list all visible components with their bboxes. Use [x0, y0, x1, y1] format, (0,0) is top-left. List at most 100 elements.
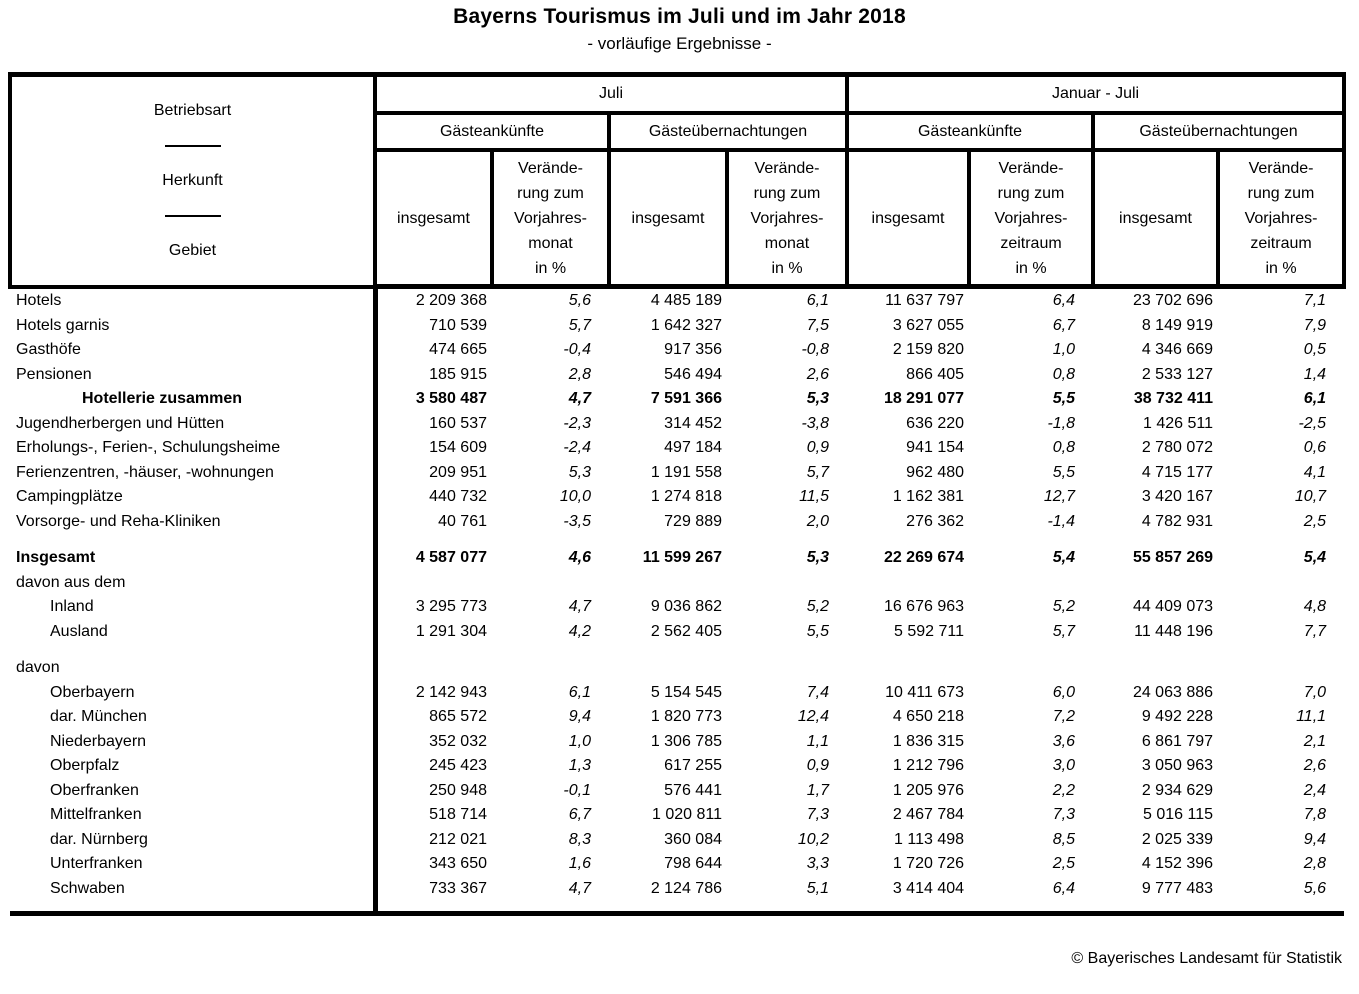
percent-change-cell: 2,5 — [1303, 512, 1327, 530]
value-cell: 1 212 796 — [892, 757, 965, 775]
value-cell: 23 702 696 — [1132, 292, 1214, 310]
row-label: Campingplätze — [10, 485, 378, 510]
header-period-jan-july: Januar - Juli — [845, 74, 1347, 115]
row-label: Mittelfranken — [10, 803, 378, 828]
percent-change-cell — [492, 571, 609, 596]
percent-change-cell: 4,7 — [568, 598, 591, 616]
row-label: Erholungs-, Ferien-, Schulungsheime — [10, 436, 378, 461]
value-cell: 2 209 368 — [415, 292, 487, 310]
percent-change-cell: 11,5 — [799, 488, 830, 506]
value-cell: 38 732 411 — [1133, 390, 1214, 408]
table-row: Pensionen 185 915 2,8 546 494 2,6 866 405 0,8 2… — [10, 362, 1344, 387]
percent-change-cell: 5,3 — [806, 390, 830, 408]
header-change-month: Verände- rung zum Vorjahres- monat in % — [490, 150, 611, 289]
table-row: Niederbayern 352 032 1,0 1 306 785 1,1 1 836 … — [10, 729, 1344, 754]
percent-change-cell: 4,1 — [1303, 463, 1327, 481]
spacer-cell — [375, 534, 1344, 546]
table-row: Hotellerie zusammen 3 580 487 4,7 7 591 366… — [10, 387, 1344, 412]
value-cell: 24 063 886 — [1132, 683, 1214, 701]
table-row: Oberpfalz 245 423 1,3 617 255 0,9 1 212 796 3,… — [10, 754, 1344, 779]
value-cell: 1 720 726 — [892, 855, 965, 873]
percent-change-cell: 7,7 — [1303, 622, 1327, 640]
percent-change-cell: 7,2 — [1052, 708, 1076, 726]
value-cell: 352 032 — [429, 732, 487, 750]
header-divider — [164, 214, 221, 217]
percent-change-cell: -2,4 — [563, 439, 591, 457]
row-label: dar. Nürnberg — [10, 827, 378, 852]
percent-change-cell: 5,7 — [806, 463, 830, 481]
value-cell: 2 142 943 — [415, 683, 487, 701]
percent-change-cell: 7,3 — [806, 806, 830, 824]
value-cell: 1 836 315 — [892, 732, 965, 750]
percent-change-cell — [1218, 571, 1344, 596]
percent-change-cell: 2,8 — [1303, 855, 1327, 873]
percent-change-cell: 5,1 — [806, 879, 830, 897]
value-cell: 518 714 — [429, 806, 487, 824]
table-row: Unterfranken 343 650 1,6 798 644 3,3 1 720 72… — [10, 852, 1344, 877]
value-cell: 2 780 072 — [1141, 439, 1214, 457]
percent-change-cell: 6,4 — [1052, 292, 1076, 310]
page-title: Bayerns Tourismus im Juli und im Jahr 20… — [453, 5, 906, 28]
percent-change-cell: 1,0 — [1052, 341, 1076, 359]
header-change-month: Verände- rung zum Vorjahres- monat in % — [724, 150, 850, 289]
percent-change-cell: 6,1 — [806, 292, 830, 310]
value-cell: 55 857 269 — [1132, 549, 1214, 567]
header-measure-row: Gästeankünfte Gästeübernachtungen Gästea… — [10, 113, 1347, 152]
table-row: Gasthöfe 474 665 -0,4 917 356 -0,8 2 159 820 1… — [10, 338, 1344, 363]
percent-change-cell: 6,7 — [1052, 316, 1076, 334]
table-row: dar. Nürnberg 212 021 8,3 360 084 10,2 1 113 … — [10, 827, 1344, 852]
percent-change-cell: 6,4 — [1052, 879, 1076, 897]
value-cell: 941 154 — [906, 439, 965, 457]
value-cell: 250 948 — [429, 781, 487, 799]
value-cell: 185 915 — [429, 365, 487, 383]
percent-change-cell — [1218, 656, 1344, 681]
table-row: Schwaben 733 367 4,7 2 124 786 5,1 3 414 404 6… — [10, 876, 1344, 901]
value-cell: 314 452 — [664, 414, 722, 432]
value-cell: 4 782 931 — [1141, 512, 1214, 530]
percent-change-cell: 0,5 — [1303, 341, 1327, 359]
spacer-cell — [10, 644, 378, 656]
row-label: Oberbayern — [10, 680, 378, 705]
value-cell: 917 356 — [664, 341, 722, 359]
header-total: insgesamt — [845, 150, 972, 289]
value-cell: 710 539 — [429, 316, 487, 334]
percent-change-cell: 8,3 — [568, 830, 591, 848]
value-cell: 729 889 — [664, 512, 722, 530]
percent-change-cell: 8,5 — [1052, 830, 1076, 848]
header-herkunft: Herkunft — [162, 171, 223, 189]
percent-change-cell: 7,0 — [1303, 683, 1327, 701]
row-label: Hotellerie zusammen — [10, 387, 378, 412]
value-cell: 5 016 115 — [1143, 806, 1214, 824]
spacer-row — [10, 534, 1344, 546]
percent-change-cell: 1,3 — [568, 757, 591, 775]
percent-change-cell: -0,8 — [801, 341, 830, 359]
value-cell: 865 572 — [429, 708, 487, 726]
percent-change-cell: 5,6 — [1303, 879, 1327, 897]
percent-change-cell: 7,8 — [1303, 806, 1327, 824]
percent-change-cell: 6,1 — [1303, 390, 1327, 408]
value-cell: 1 191 558 — [650, 463, 722, 481]
value-cell: 733 367 — [429, 879, 487, 897]
value-cell: 546 494 — [664, 365, 722, 383]
percent-change-cell: -3,8 — [801, 414, 830, 432]
percent-change-cell: 5,4 — [1052, 549, 1076, 567]
percent-change-cell: 10,0 — [559, 488, 591, 506]
value-cell — [847, 656, 969, 681]
percent-change-cell: 0,8 — [1052, 365, 1076, 383]
percent-change-cell: -0,4 — [563, 341, 591, 359]
value-cell: 2 124 786 — [650, 879, 722, 897]
percent-change-cell: 3,0 — [1052, 757, 1076, 775]
header-overnights-july: Gästeübernachtungen — [606, 113, 850, 152]
value-cell: 212 021 — [429, 830, 487, 848]
value-cell: 3 580 487 — [415, 390, 487, 408]
percent-change-cell: 0,9 — [806, 439, 830, 457]
percent-change-cell: 2,0 — [806, 512, 830, 530]
percent-change-cell: -2,5 — [1298, 414, 1327, 432]
percent-change-cell: 7,3 — [1052, 806, 1076, 824]
value-cell: 2 467 784 — [892, 806, 965, 824]
value-cell: 343 650 — [429, 855, 487, 873]
value-cell: 6 861 797 — [1141, 732, 1214, 750]
spacer-cell — [10, 901, 378, 914]
row-label: dar. München — [10, 705, 378, 730]
row-label: Hotels garnis — [10, 313, 378, 338]
